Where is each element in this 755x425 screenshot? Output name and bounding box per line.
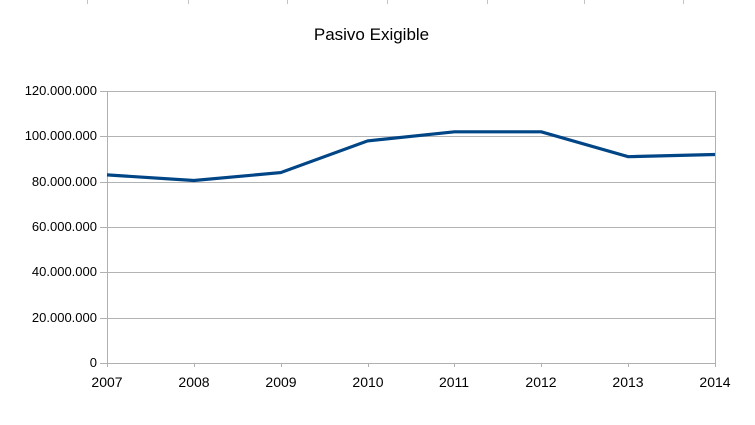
data-line xyxy=(106,130,716,183)
y-axis-label: 40.000.000 xyxy=(31,264,97,280)
y-axis-label: 100.000.000 xyxy=(24,128,97,144)
y-axis-label: 0 xyxy=(89,355,97,371)
x-axis-label: 2011 xyxy=(438,374,470,390)
y-axis-label: 120.000.000 xyxy=(24,83,97,99)
x-axis-label: 2009 xyxy=(265,374,297,390)
x-axis-label: 2007 xyxy=(91,374,123,390)
y-axis-label: 60.000.000 xyxy=(31,219,97,235)
chart-title: Pasivo Exigible xyxy=(313,25,430,44)
x-axis-label: 2012 xyxy=(525,374,557,390)
y-axis-label: 20.000.000 xyxy=(31,310,97,326)
y-axis-label: 80.000.000 xyxy=(31,174,97,190)
x-axis-label: 2010 xyxy=(352,374,384,390)
x-axis-label: 2014 xyxy=(699,374,731,390)
x-axis-label: 2008 xyxy=(178,374,210,390)
x-axis-label: 2013 xyxy=(612,374,644,390)
